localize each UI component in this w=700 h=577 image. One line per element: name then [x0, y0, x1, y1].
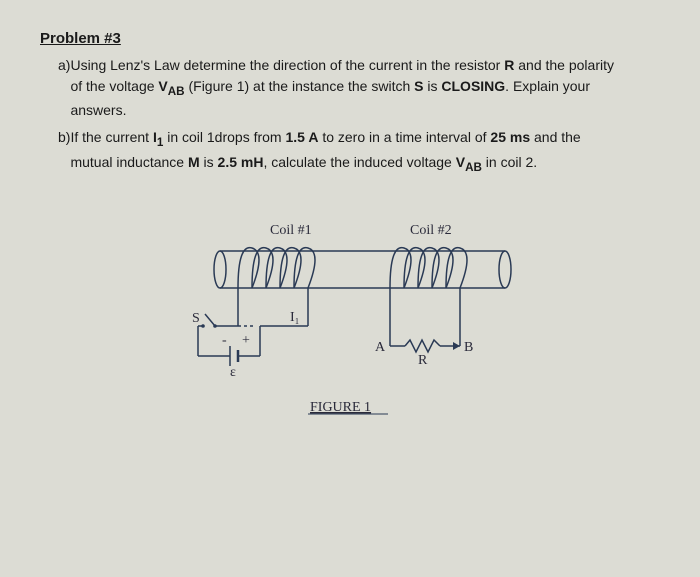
switch-label: S	[192, 311, 200, 326]
part-b-label: b)	[40, 127, 70, 176]
coil1	[238, 248, 315, 288]
part-b-line-1: mutual inductance M is 2.5 mH, calculate…	[70, 154, 537, 170]
a-label: A	[375, 340, 386, 355]
coil1-label: Coil #1	[270, 223, 312, 238]
figure-caption: FIGURE 1	[310, 400, 371, 415]
coil2-label: Coil #2	[410, 223, 452, 238]
part-a-label: a)	[40, 55, 70, 121]
resistor-icon	[405, 340, 440, 352]
part-b-line-0: If the current I1 in coil 1drops from 1.…	[70, 129, 580, 145]
part-b: b) If the current I1 in coil 1drops from…	[40, 127, 660, 176]
i1-label: I₁	[290, 310, 300, 325]
emf-label: ε	[230, 365, 236, 380]
part-b-text: If the current I1 in coil 1drops from 1.…	[70, 127, 660, 176]
problem-heading: Problem #3	[40, 30, 660, 47]
coil2	[390, 248, 467, 288]
figure-area: Coil #1 Coil #2	[40, 216, 660, 446]
part-a-line-0: Using Lenz's Law determine the direction…	[70, 57, 614, 73]
b-label: B	[464, 340, 473, 355]
minus-label: -	[222, 333, 227, 348]
r-label: R	[418, 353, 428, 368]
circuit-figure: Coil #1 Coil #2	[160, 216, 540, 446]
plus-label: +	[242, 333, 250, 348]
part-a-text: Using Lenz's Law determine the direction…	[70, 55, 660, 121]
part-a: a) Using Lenz's Law determine the direct…	[40, 55, 660, 121]
part-a-line-1: of the voltage VAB (Figure 1) at the ins…	[70, 78, 590, 94]
part-a-line-2: answers.	[70, 102, 126, 118]
